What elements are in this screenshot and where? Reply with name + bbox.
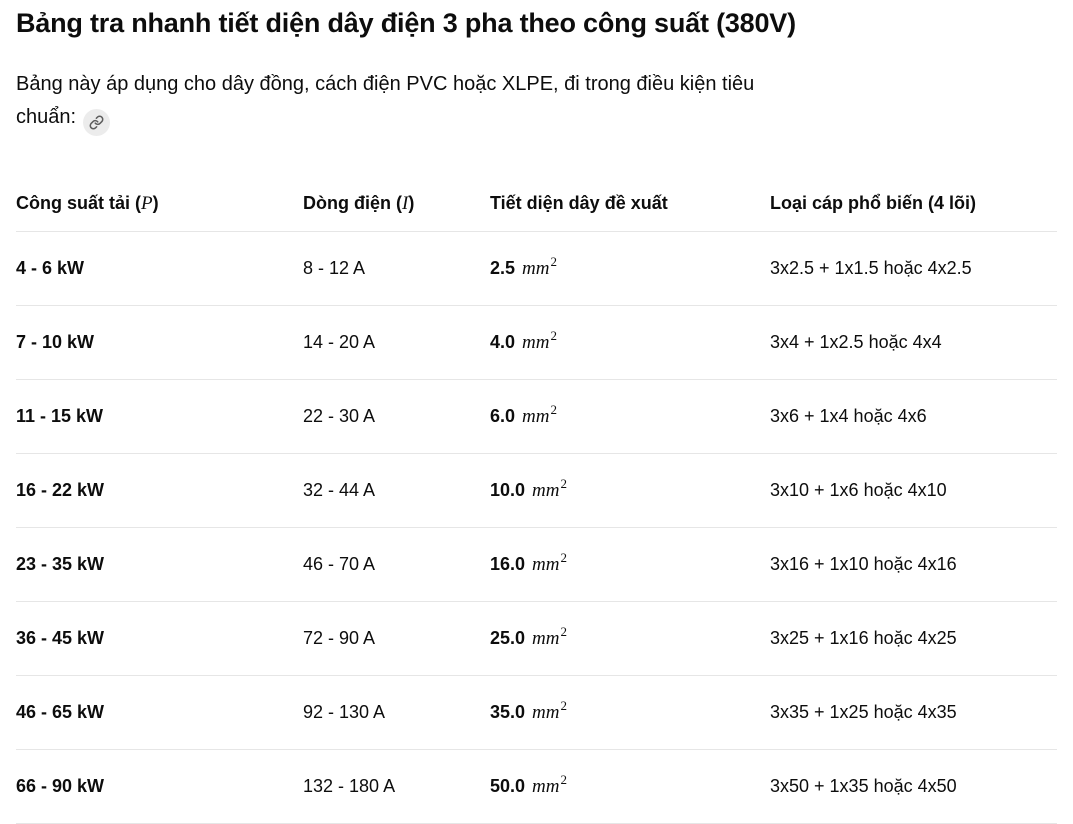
wire-size-cell: 50.0 mm2 [490, 773, 770, 798]
current-range-cell: 14 - 20 A [303, 332, 376, 352]
wire-size-value: 2.5 [490, 257, 516, 278]
power-range-cell: 66 - 90 kW [16, 776, 105, 796]
wire-size-value: 16.0 [490, 553, 526, 574]
wire-size-value: 25.0 [490, 627, 526, 648]
current-range-cell: 72 - 90 A [303, 628, 376, 648]
column-header-text: Loại cáp phổ biến (4 lõi) [770, 192, 977, 213]
wire-size-exponent: 2 [550, 401, 557, 417]
column-header-text: Công suất tải ( [16, 192, 141, 213]
intro-line-2: chuẩn: [16, 106, 77, 128]
wire-size-exponent: 2 [560, 623, 568, 639]
wire-size-cell: 10.0 mm2 [490, 477, 770, 502]
current-range-cell: 22 - 30 A [303, 406, 376, 426]
citation-link-button[interactable] [83, 109, 111, 136]
table-row: 46 - 65 kW 92 - 130 A 35.0 mm2 3x35 + 1x2… [16, 676, 1057, 750]
current-range-cell: 46 - 70 A [303, 554, 376, 574]
wire-size-value: 50.0 [490, 775, 526, 796]
wire-size-exponent: 2 [550, 253, 557, 269]
power-range-cell: 36 - 45 kW [16, 628, 105, 648]
cable-type-cell: 3x10 + 1x6 hoặc 4x10 [770, 480, 947, 500]
wire-size-value: 35.0 [490, 701, 526, 722]
current-range-cell: 32 - 44 A [303, 480, 376, 500]
table-row: 7 - 10 kW 14 - 20 A 4.0 mm2 3x4 + 1x2.5 h… [16, 306, 1057, 380]
wire-size-unit: mm [532, 627, 560, 649]
wire-size-unit: mm [532, 479, 560, 501]
column-header-text: Tiết diện dây đề xuất [490, 192, 668, 213]
power-range-cell: 23 - 35 kW [16, 554, 105, 574]
wire-size-exponent: 2 [560, 771, 568, 787]
wire-size-cell: 6.0 mm2 [490, 403, 770, 428]
cable-type-cell: 3x2.5 + 1x1.5 hoặc 4x2.5 [770, 258, 972, 278]
intro-line-1: Bảng này áp dụng cho dây đồng, cách điện… [16, 73, 755, 95]
intro-paragraph: Bảng này áp dụng cho dây đồng, cách điện… [16, 68, 1057, 136]
page-title: Bảng tra nhanh tiết diện dây điện 3 pha … [16, 8, 796, 38]
wire-size-unit: mm [522, 405, 550, 427]
wire-size-cell: 35.0 mm2 [490, 699, 770, 724]
wire-size-exponent: 2 [560, 697, 568, 713]
power-range-cell: 7 - 10 kW [16, 332, 95, 352]
current-range-cell: 92 - 130 A [303, 702, 386, 722]
cable-type-cell: 3x6 + 1x4 hoặc 4x6 [770, 406, 927, 426]
cable-type-cell: 3x4 + 1x2.5 hoặc 4x4 [770, 332, 942, 352]
table-row: 66 - 90 kW 132 - 180 A 50.0 mm2 3x50 + 1x… [16, 750, 1057, 824]
wire-size-unit: mm [532, 553, 560, 575]
table-row: 16 - 22 kW 32 - 44 A 10.0 mm2 3x10 + 1x6 … [16, 454, 1057, 528]
column-header-text: Dòng điện ( [303, 192, 402, 213]
column-header: Công suất tải (P) [16, 193, 303, 215]
column-header: Tiết diện dây đề xuất [490, 193, 770, 215]
wire-size-cell: 25.0 mm2 [490, 625, 770, 650]
power-range-cell: 11 - 15 kW [16, 406, 104, 426]
column-header-math-symbol: I [401, 192, 409, 214]
table-body: 4 - 6 kW 8 - 12 A 2.5 mm2 3x2.5 + 1x1.5 h… [16, 232, 1057, 824]
power-range-cell: 46 - 65 kW [16, 702, 105, 722]
cable-type-cell: 3x16 + 1x10 hoặc 4x16 [770, 554, 957, 574]
current-range-cell: 8 - 12 A [303, 258, 366, 278]
wire-size-table: Công suất tải (P) Dòng điện (I) Tiết diện … [16, 176, 1057, 824]
current-range-cell: 132 - 180 A [303, 776, 396, 796]
table-row: 36 - 45 kW 72 - 90 A 25.0 mm2 3x25 + 1x16… [16, 602, 1057, 676]
wire-size-unit: mm [522, 257, 550, 279]
chain-link-icon [89, 115, 104, 130]
power-range-cell: 4 - 6 kW [16, 258, 85, 278]
cable-type-cell: 3x50 + 1x35 hoặc 4x50 [770, 776, 957, 796]
wire-size-cell: 16.0 mm2 [490, 551, 770, 576]
wire-size-exponent: 2 [560, 549, 568, 565]
table-row: 23 - 35 kW 46 - 70 A 16.0 mm2 3x16 + 1x10… [16, 528, 1057, 602]
wire-size-exponent: 2 [550, 327, 557, 343]
wire-size-exponent: 2 [560, 475, 568, 491]
table-header-row: Công suất tải (P) Dòng điện (I) Tiết diện … [16, 176, 1057, 232]
wire-size-value: 6.0 [490, 405, 516, 426]
column-header-suffix: ) [408, 192, 415, 213]
wire-size-value: 10.0 [490, 479, 526, 500]
wire-size-unit: mm [532, 775, 560, 797]
cable-type-cell: 3x35 + 1x25 hoặc 4x35 [770, 702, 957, 722]
cable-type-cell: 3x25 + 1x16 hoặc 4x25 [770, 628, 957, 648]
wire-size-cell: 4.0 mm2 [490, 329, 770, 354]
column-header: Loại cáp phổ biến (4 lõi) [770, 193, 1057, 215]
column-header-math-symbol: P [141, 192, 153, 214]
wire-size-cell: 2.5 mm2 [490, 255, 770, 280]
wire-size-unit: mm [532, 701, 560, 723]
table-row: 11 - 15 kW 22 - 30 A 6.0 mm2 3x6 + 1x4 ho… [16, 380, 1057, 454]
power-range-cell: 16 - 22 kW [16, 480, 105, 500]
wire-size-value: 4.0 [490, 331, 516, 352]
column-header: Dòng điện (I) [303, 193, 490, 215]
table-row: 4 - 6 kW 8 - 12 A 2.5 mm2 3x2.5 + 1x1.5 h… [16, 232, 1057, 306]
column-header-suffix: ) [152, 192, 159, 213]
wire-size-unit: mm [522, 331, 550, 353]
